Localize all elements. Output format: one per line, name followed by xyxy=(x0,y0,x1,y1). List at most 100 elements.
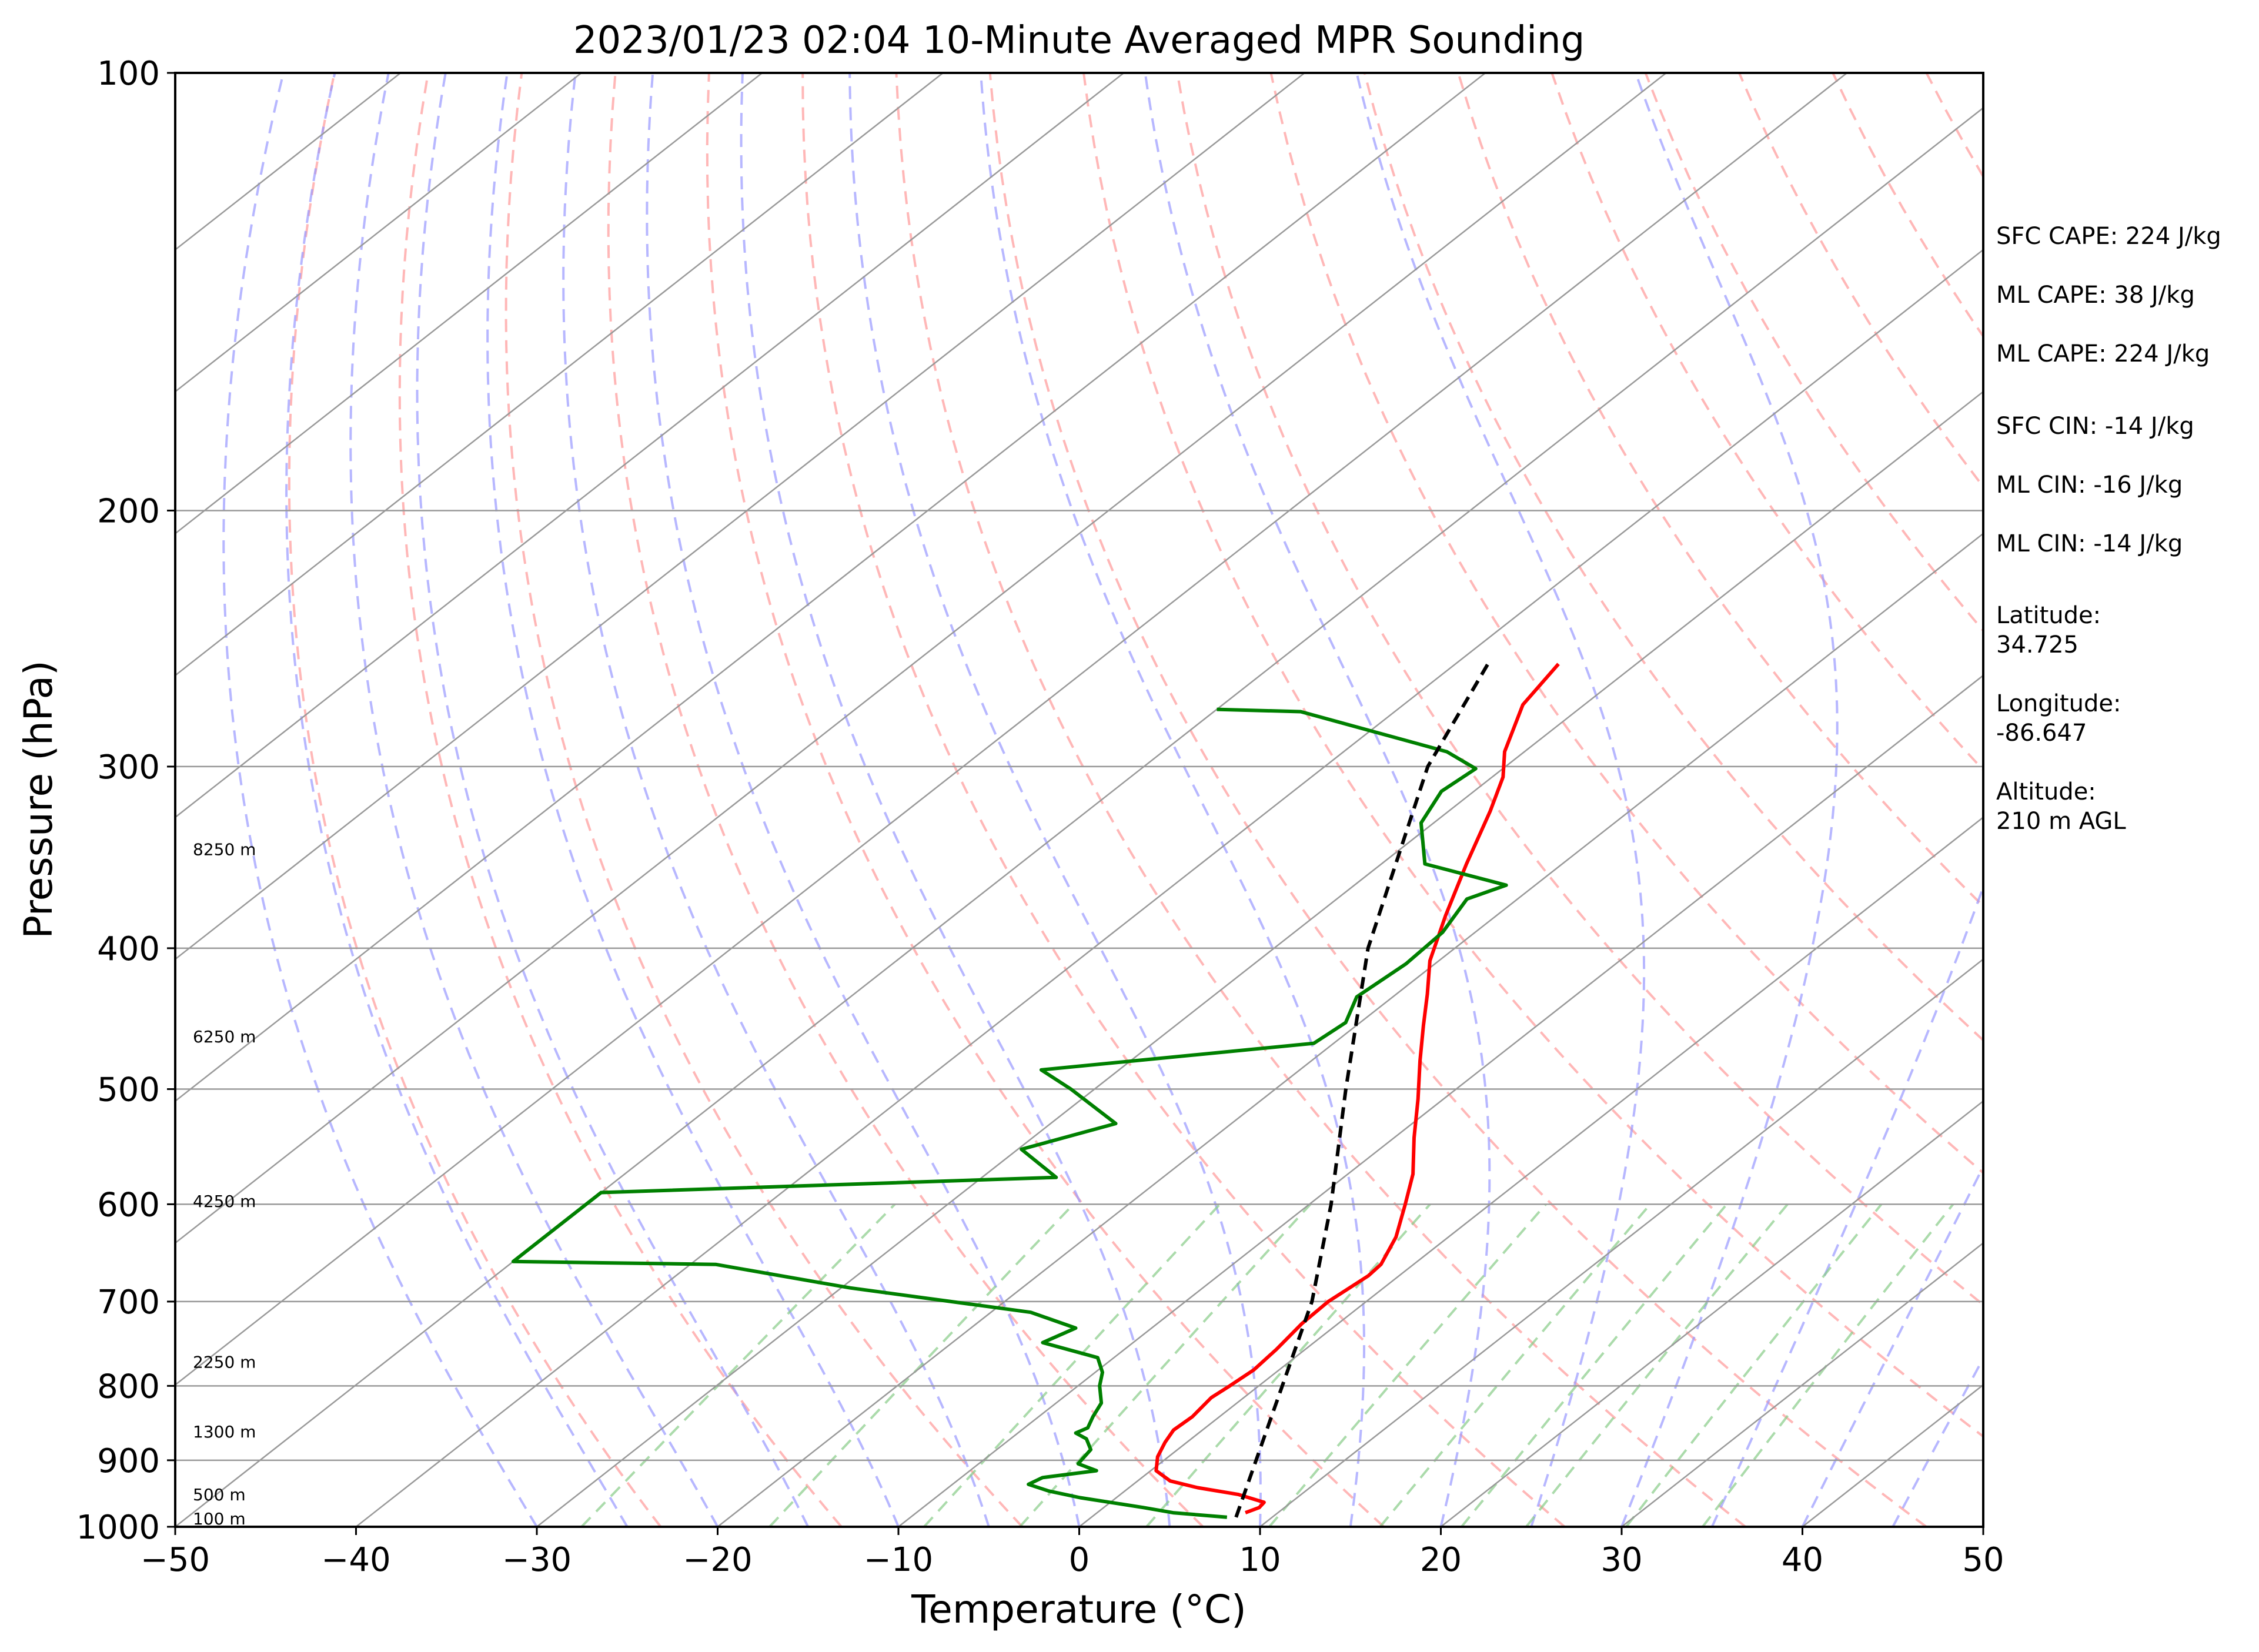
dry-adiabat xyxy=(706,73,1385,1527)
height-label: 4250 m xyxy=(193,1192,256,1211)
x-tick-label: 40 xyxy=(1782,1541,1823,1579)
y-tick-label: 300 xyxy=(97,748,160,787)
isotherm-line xyxy=(175,73,944,677)
isotherm-line xyxy=(175,73,1667,1244)
height-label: 8250 m xyxy=(193,840,256,860)
annotation-ml-cape-1: ML CAPE: 38 J/kg xyxy=(1996,282,2195,309)
mixing-ratio-line xyxy=(1019,1203,1312,1527)
moist-adiabat xyxy=(1355,73,1646,1527)
isotherm-line xyxy=(1440,1100,1983,1527)
x-tick-label: 0 xyxy=(1069,1541,1090,1579)
moist-adiabat xyxy=(486,73,900,1527)
height-label: 500 m xyxy=(193,1485,246,1504)
y-tick-label: 900 xyxy=(97,1442,160,1480)
x-axis-label: Temperature (°C) xyxy=(911,1587,1247,1632)
moist-adiabat xyxy=(1710,883,1983,1527)
isotherms xyxy=(175,73,1983,1527)
x-tick-label: 10 xyxy=(1239,1541,1281,1579)
isotherm-line xyxy=(1259,958,1983,1527)
moist-adiabat xyxy=(1144,73,1491,1527)
annotation-alt-label: Altitude: xyxy=(1996,778,2096,805)
x-tick-label: −30 xyxy=(502,1541,572,1579)
profiles xyxy=(511,660,1560,1519)
annotation-alt-value: 210 m AGL xyxy=(1996,808,2126,835)
annotation-lat-value: 34.725 xyxy=(1996,631,2078,658)
y-tick-label: 600 xyxy=(97,1186,160,1224)
annotation-sfc-cin: SFC CIN: -14 J/kg xyxy=(1996,413,2194,440)
moist-adiabat xyxy=(416,73,810,1527)
moist-adiabat xyxy=(980,73,1365,1527)
x-tick-label: 20 xyxy=(1420,1541,1462,1579)
x-tick-label: 30 xyxy=(1600,1541,1642,1579)
isotherm-line xyxy=(175,73,582,393)
y-tick-label: 500 xyxy=(97,1071,160,1109)
height-label: 1300 m xyxy=(193,1422,256,1442)
x-axis: −50 −40 −30 −20 −10 0 10 20 30 40 50 xyxy=(141,1527,2004,1579)
annotation-ml-cin-1: ML CIN: -16 J/kg xyxy=(1996,471,2183,499)
dry-adiabat xyxy=(1176,73,1983,1306)
dry-adiabat xyxy=(801,73,1566,1527)
x-tick-label: −10 xyxy=(864,1541,933,1579)
dry-adiabat xyxy=(288,73,662,1527)
isotherm-line xyxy=(536,390,1983,1527)
height-labels: 100 m 500 m 1300 m 2250 m 4250 m 6250 m 8250 m xyxy=(193,840,256,1529)
isotherm-line xyxy=(175,73,1125,818)
isotherm-line xyxy=(717,532,1983,1527)
moist-adiabat xyxy=(1620,73,1839,1527)
isotherm-line xyxy=(175,73,763,535)
annotation-lat-label: Latitude: xyxy=(1996,602,2101,629)
height-label: 6250 m xyxy=(193,1027,256,1046)
moist-adiabat xyxy=(562,73,990,1527)
y-axis: 100 200 300 400 500 600 700 800 900 1000 xyxy=(76,55,175,1547)
plot-area: 100 m 500 m 1300 m 2250 m 4250 m 6250 m 8250 m xyxy=(175,73,1983,1529)
moist-adiabat xyxy=(285,73,629,1527)
moist-adiabat xyxy=(222,73,538,1527)
isotherm-line xyxy=(355,249,1983,1527)
annotation-lon-value: -86.647 xyxy=(1996,720,2087,747)
dry-adiabat xyxy=(1082,73,1983,1438)
dry-adiabat xyxy=(607,73,1204,1527)
annotation-ml-cape-2: ML CAPE: 224 J/kg xyxy=(1996,340,2210,367)
x-tick-label: −40 xyxy=(321,1541,390,1579)
x-tick-label: −20 xyxy=(683,1541,752,1579)
moist-adiabat xyxy=(1801,1164,1983,1527)
dewpoint-line xyxy=(511,707,1508,1519)
y-axis-label: Pressure (hPa) xyxy=(16,660,61,938)
moist-adiabats xyxy=(222,73,1983,1527)
x-tick-label: 50 xyxy=(1962,1541,2004,1579)
height-label: 100 m xyxy=(193,1509,246,1529)
mixing-ratio-line xyxy=(1145,1203,1431,1527)
moist-adiabat xyxy=(349,73,719,1527)
isotherm-line xyxy=(175,73,1848,1386)
sounding-parameters: SFC CAPE: 224 J/kg ML CAPE: 38 J/kg ML CAP… xyxy=(1996,223,2221,835)
dry-adiabat xyxy=(504,73,1024,1527)
y-tick-label: 700 xyxy=(97,1283,160,1322)
temperature-line xyxy=(1154,663,1560,1514)
isotherm-line xyxy=(175,73,1486,1102)
moist-adiabat xyxy=(1892,1356,1983,1527)
dry-adiabat xyxy=(398,73,843,1527)
isotherm-line xyxy=(1621,1242,1983,1527)
y-tick-label: 200 xyxy=(97,492,160,530)
isotherm-line xyxy=(898,674,1983,1527)
dry-adiabat xyxy=(895,73,1746,1527)
annotation-lon-label: Longitude: xyxy=(1996,690,2121,717)
isotherm-line xyxy=(175,106,1983,1527)
dry-adiabat xyxy=(1269,73,1983,1175)
y-tick-label: 800 xyxy=(97,1367,160,1406)
y-tick-label: 400 xyxy=(97,930,160,968)
dry-adiabats xyxy=(288,73,1983,1527)
moist-adiabat xyxy=(848,73,1262,1527)
annotation-sfc-cape: SFC CAPE: 224 J/kg xyxy=(1996,223,2221,250)
parcel-line xyxy=(1234,660,1491,1518)
isotherm-line xyxy=(175,73,1305,961)
height-label: 2250 m xyxy=(193,1352,256,1372)
isotherm-line xyxy=(1078,816,1983,1527)
annotation-ml-cin-2: ML CIN: -14 J/kg xyxy=(1996,530,2183,557)
chart-title: 2023/01/23 02:04 10-Minute Averaged MPR … xyxy=(573,19,1585,62)
y-tick-label: 100 xyxy=(97,55,160,93)
moist-adiabat xyxy=(646,73,1081,1527)
y-tick-label: 1000 xyxy=(76,1509,160,1547)
